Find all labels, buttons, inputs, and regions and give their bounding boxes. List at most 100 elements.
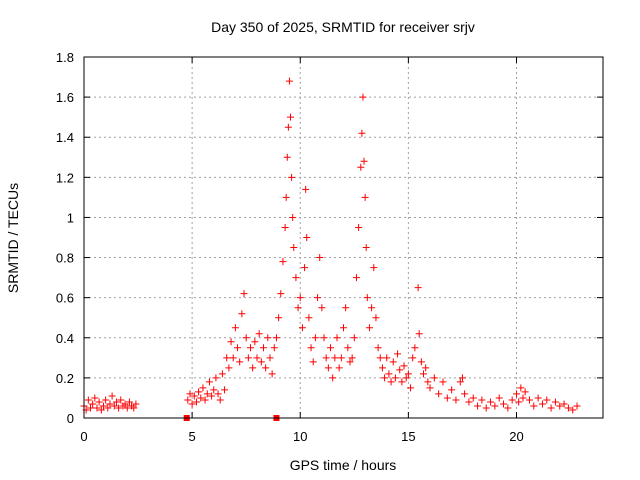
data-point <box>106 400 114 408</box>
y-tick-label: 0.2 <box>56 371 74 386</box>
data-point <box>123 404 131 412</box>
data-point <box>301 264 309 272</box>
data-point <box>296 294 304 302</box>
data-point <box>289 213 297 221</box>
data-point <box>303 234 311 241</box>
data-point <box>365 324 373 332</box>
y-tick-label: 1.6 <box>56 90 74 105</box>
data-point <box>396 366 404 374</box>
data-point <box>244 354 252 362</box>
data-point <box>383 354 391 362</box>
data-point <box>322 354 330 362</box>
data-point <box>474 402 482 410</box>
data-point <box>340 324 347 332</box>
data-point <box>281 223 289 231</box>
data-point <box>240 290 248 298</box>
data-point <box>461 390 469 398</box>
data-point <box>218 370 226 378</box>
data-point <box>305 314 313 322</box>
data-point <box>337 354 345 362</box>
data-point <box>203 390 211 398</box>
data-point <box>231 324 239 332</box>
data-point <box>513 390 520 398</box>
data-point <box>272 334 280 342</box>
data-point <box>247 344 255 352</box>
data-point <box>192 398 200 406</box>
data-point <box>385 370 393 378</box>
data-point <box>236 358 244 366</box>
data-point <box>547 404 555 412</box>
data-point <box>309 358 317 366</box>
data-point <box>376 354 384 362</box>
data-point <box>95 398 103 406</box>
data-point <box>404 370 412 378</box>
y-tick-label: 1.4 <box>56 130 74 145</box>
data-point <box>456 378 464 386</box>
data-point <box>93 404 101 412</box>
data-point <box>125 398 133 406</box>
data-point <box>407 384 415 392</box>
data-point <box>346 358 354 366</box>
data-point <box>97 406 105 414</box>
data-point <box>208 392 216 400</box>
data-point <box>448 386 456 394</box>
data-point <box>517 384 525 392</box>
data-point <box>414 284 422 292</box>
data-point <box>361 193 369 201</box>
data-point <box>327 344 335 352</box>
chart-title: Day 350 of 2025, SRMTID for receiver srj… <box>211 19 475 35</box>
data-point <box>538 400 546 408</box>
data-point <box>504 404 512 412</box>
data-point <box>331 354 339 362</box>
data-point <box>422 364 430 372</box>
data-point <box>452 396 460 404</box>
data-point <box>121 400 129 408</box>
data-point <box>282 193 290 201</box>
data-point <box>199 384 207 392</box>
data-point <box>411 344 419 352</box>
data-point <box>426 384 434 392</box>
y-tick-label: 0.6 <box>56 291 74 306</box>
y-tick-label: 0.8 <box>56 251 74 266</box>
data-point <box>214 390 222 398</box>
data-point <box>342 304 350 312</box>
data-point <box>225 364 233 372</box>
data-point <box>205 378 213 386</box>
data-point <box>478 396 486 404</box>
data-point <box>378 364 386 372</box>
data-point <box>89 400 97 408</box>
data-point <box>500 400 508 408</box>
data-point <box>99 402 107 410</box>
data-point <box>360 157 368 165</box>
data-points <box>80 77 581 421</box>
data-point <box>394 350 402 358</box>
axis-ticks: 0 0.2 0.4 0.6 0.8 1 1.2 1.4 1.6 1.8 0 5 10 15 20 <box>56 50 603 444</box>
data-point <box>197 394 205 402</box>
data-point <box>279 258 287 266</box>
data-point <box>104 404 112 412</box>
data-point <box>251 338 259 346</box>
x-tick-label: 0 <box>80 429 87 444</box>
data-point <box>543 396 551 404</box>
data-point <box>188 400 196 408</box>
data-point <box>324 364 332 372</box>
data-point <box>350 334 358 342</box>
data-point <box>556 402 564 410</box>
data-point <box>307 344 315 352</box>
plot-frame <box>83 56 604 419</box>
data-point <box>357 163 365 171</box>
data-point <box>417 358 425 366</box>
data-point <box>333 334 341 342</box>
data-point <box>569 406 577 414</box>
y-tick-label: 0 <box>67 411 74 426</box>
data-point <box>551 398 559 406</box>
x-tick-label: 10 <box>293 429 307 444</box>
data-point <box>255 330 263 338</box>
data-point <box>534 394 542 402</box>
data-point <box>521 388 529 396</box>
data-point <box>439 378 447 386</box>
data-point <box>316 254 324 262</box>
data-point <box>216 396 224 404</box>
data-point <box>374 344 382 352</box>
